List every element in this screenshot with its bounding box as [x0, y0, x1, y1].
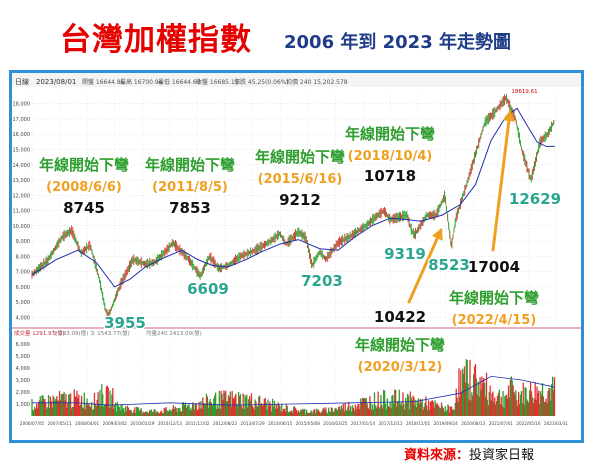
- info-bar-field: 漲跌 45.25(0.06%): [234, 78, 289, 86]
- x-tick-label: 2019/09/24: [434, 421, 458, 426]
- annotation-arrow-shaft: [407, 228, 443, 304]
- info-bar-tag: 日線: [15, 77, 29, 86]
- volume-average-line: [32, 375, 555, 406]
- y-tick-label: 7,000: [16, 270, 30, 276]
- annotation-arrow-head: [431, 228, 443, 241]
- x-tick-label: 2017/01/14: [351, 421, 375, 426]
- x-tick-label: 2011/11/02: [185, 421, 209, 426]
- x-tick-label: 2017/12/11: [378, 421, 402, 426]
- y-tick-label: 11,000: [13, 209, 31, 215]
- annotation-arrow-shaft: [491, 110, 512, 252]
- annotation-label: 年線開始下彎: [449, 289, 539, 307]
- x-tick-label: 2009/03/02: [103, 421, 127, 426]
- x-tick-label: 2008/04/01: [75, 421, 99, 426]
- page-subtitle: 2006 年到 2023 年走勢圖: [284, 32, 511, 53]
- y-tick-label: 8,000: [16, 254, 30, 260]
- x-tick-label: 2006/07/05: [20, 421, 44, 426]
- info-bar-field: 最高 16700.94: [120, 78, 163, 86]
- annotation-label: (2022/4/15): [452, 313, 537, 328]
- x-tick-label: 2016/03/25: [323, 421, 347, 426]
- annotation-label: 年線開始下彎: [345, 125, 435, 143]
- volume-tick-label: 2,000: [16, 390, 30, 396]
- volume-tick-label: 3,000: [16, 378, 30, 384]
- y-tick-label: 15,000: [13, 147, 31, 153]
- x-tick-label: 2014/06/15: [268, 421, 292, 426]
- y-tick-label: 18,000: [13, 102, 31, 108]
- x-tick-label: 2018/11/01: [406, 421, 430, 426]
- y-tick-label: 17,000: [13, 117, 31, 123]
- title-row: 台灣加權指數 2006 年到 2023 年走勢圖: [0, 0, 600, 64]
- annotation-arrow-head: [502, 110, 515, 122]
- annotation-label: 年線開始下彎: [255, 148, 345, 166]
- x-tick-label: 2012/08/22: [213, 421, 237, 426]
- x-tick-label: 2013/07/29: [241, 421, 265, 426]
- y-tick-label: 14,000: [13, 163, 31, 169]
- annotation-label: 10422: [374, 308, 426, 326]
- y-tick-label: 6,000: [16, 285, 30, 291]
- volume-header-field: 成交量 1291.93(億): [14, 329, 65, 337]
- y-tick-label: 4,000: [16, 315, 30, 321]
- annotation-label: 6609: [187, 280, 229, 298]
- y-tick-label: 13,000: [13, 178, 31, 184]
- annotation-label: 8523: [428, 256, 470, 274]
- x-tick-label: 2010/01/29: [130, 421, 154, 426]
- info-bar: [12, 73, 581, 87]
- annotation-label: (2008/6/6): [46, 180, 122, 195]
- annotation-label: (2020/3/12): [358, 360, 443, 375]
- annotation-label: 9319: [384, 245, 426, 263]
- volume-tick-label: 1,000: [16, 402, 30, 408]
- info-bar-field: 最低 16644.65: [158, 78, 201, 86]
- x-tick-label: 2007/05/11: [48, 421, 72, 426]
- x-tick-label: 2022/05/16: [516, 421, 540, 426]
- x-tick-label: 2021/07/01: [489, 421, 513, 426]
- y-tick-label: 5,000: [16, 300, 30, 306]
- annotation-label: 8745: [63, 199, 105, 217]
- moving-average-line: [31, 107, 555, 288]
- info-bar-date: 2023/08/01: [36, 78, 76, 86]
- volume-header-field: 均量240 2413.09(億): [146, 329, 202, 337]
- annotation-label: 7853: [169, 199, 211, 217]
- price-line: [31, 96, 556, 317]
- annotation-label: 7203: [301, 272, 343, 290]
- annotation-label: (2018/10/4): [348, 149, 433, 164]
- info-bar-field: 均價 240 15,202.578: [286, 78, 348, 86]
- y-tick-label: 9,000: [16, 239, 30, 245]
- annotation-label: 3955: [104, 314, 146, 332]
- x-tick-label: 2023/03/31: [544, 421, 568, 426]
- annotation-label: 年線開始下彎: [39, 156, 129, 174]
- info-bar-field: 收盤 16685.15: [196, 78, 239, 86]
- y-tick-label: 12,000: [13, 193, 31, 199]
- page-title: 台灣加權指數: [60, 22, 252, 58]
- annotation-label: (2015/6/16): [258, 172, 343, 187]
- volume-tick-label: 4,000: [16, 366, 30, 372]
- x-tick-label: 2020/08/13: [461, 421, 485, 426]
- volume-tick-label: 5,000: [16, 354, 30, 360]
- annotation-label: 年線開始下彎: [145, 156, 235, 174]
- annotation-label: 17004: [468, 258, 520, 276]
- annotation-label: 年線開始下彎: [355, 336, 445, 354]
- annotation-label: (2011/8/5): [152, 180, 228, 195]
- annotation-label: 9212: [279, 191, 321, 209]
- y-tick-label: 10,000: [13, 224, 31, 230]
- annotation-label: 10718: [364, 167, 416, 185]
- volume-header-field: ㄆ 1543.77(億): [90, 329, 130, 337]
- source-note: 資料來源：投資家日報: [404, 444, 534, 463]
- source-value: 投資家日報: [469, 448, 535, 463]
- x-tick-label: 2015/05/08: [296, 421, 320, 426]
- x-tick-label: 2010/12/13: [158, 421, 182, 426]
- info-bar-field: 開盤 16644.85: [82, 78, 125, 86]
- y-tick-label: 16,000: [13, 132, 31, 138]
- annotation-label: 12629: [509, 190, 561, 208]
- volume-header-field: ㄅ 283.09(億): [52, 329, 88, 337]
- source-label: 資料來源：: [404, 448, 470, 463]
- volume-tick-label: 6,000: [16, 342, 30, 348]
- peak-label: 18619.61: [511, 89, 537, 95]
